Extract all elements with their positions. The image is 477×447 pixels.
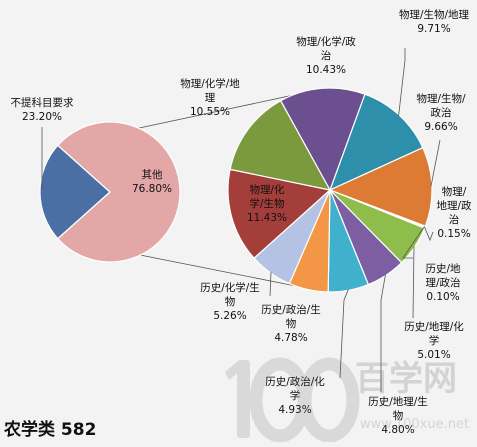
label-物理-生物-地理: 物理/生物/地理 9.71% [399, 8, 470, 35]
leader-line-物理-生物-政治 [430, 139, 441, 187]
main-slice-no-requirement [39, 144, 111, 240]
label-物理-化学-生物: 物理/化学/生物 11.43% [247, 183, 287, 224]
label-历史-政治-化学: 历史/政治/化学 4.93% [265, 375, 325, 416]
label-历史-化学-生物: 历史/化学/生物 5.26% [200, 281, 260, 322]
label-物理-化学-政治: 物理/化学/政治 10.43% [296, 35, 356, 76]
label-物理-生物-政治: 物理/生物/政治 9.66% [416, 92, 466, 133]
sub-slice-物理-化学-生物 [227, 168, 332, 259]
watermark-logo-icon: 百学网 www.100xue.net [225, 357, 469, 442]
label-no-requirement: 不提科目要求 23.20% [11, 96, 74, 123]
sub-slice-物理-生物-地理 [328, 93, 424, 192]
main-slice-other [56, 121, 181, 263]
sub-slice-物理-生物-政治 [328, 146, 433, 227]
chart-title: 农学类 582 [4, 420, 97, 440]
label-历史-地理-政治: 历史/地理/政治 0.10% [425, 262, 461, 303]
leader-line-物理-生物-地理 [398, 48, 406, 116]
sub-slice-物理-化学-政治 [279, 87, 366, 192]
leader-line-物理-地理-政治 [423, 226, 434, 242]
label-历史-地理-生物: 历史/地理/生物 4.80% [368, 395, 428, 436]
label-历史-政治-生物: 历史/政治/生物 4.78% [261, 303, 321, 344]
sub-slice-物理-化学-地理 [229, 99, 332, 191]
leader-line-历史-政治-化学 [339, 289, 349, 379]
label-历史-地理-化学: 历史/地理/化学 5.01% [404, 320, 464, 361]
leader-line-历史-地理-政治 [402, 227, 425, 259]
label-物理-地理-政治: 物理/地理/政治 0.15% [436, 185, 472, 240]
watermark-url: www.100xue.net [360, 417, 469, 432]
leader-line-历史-地理-化学 [412, 245, 415, 319]
watermark-brand: 百学网 [355, 359, 457, 399]
leader-line-历史-地理-生物 [380, 274, 386, 392]
label-other: 其他 76.80% [132, 168, 172, 195]
label-物理-化学-地理: 物理/化学/地理 10.55% [180, 77, 240, 118]
leader-line-历史-化学-生物 [269, 271, 272, 297]
